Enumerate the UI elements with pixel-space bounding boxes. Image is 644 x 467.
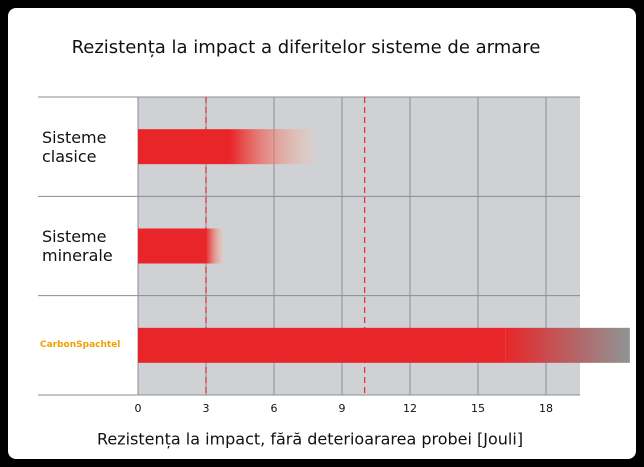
bar (138, 228, 206, 264)
chart-title: Rezistența la impact a diferitelor siste… (72, 37, 541, 58)
x-tick-label: 0 (135, 402, 142, 415)
bar (138, 129, 231, 165)
x-tick-label: 9 (339, 402, 346, 415)
category-label: CarbonSpachtel (40, 340, 121, 351)
x-axis-label: Rezistența la impact, fără deterioararea… (97, 430, 523, 449)
category-label: Sisteme minerale (42, 227, 113, 265)
x-tick-label: 6 (271, 402, 278, 415)
x-tick-label: 3 (203, 402, 210, 415)
category-label: Sisteme clasice (42, 127, 107, 166)
x-tick-label: 12 (403, 402, 417, 415)
bar-range (206, 228, 225, 264)
x-tick-label: 18 (539, 402, 553, 415)
bar-range (505, 327, 630, 363)
x-tick-label: 15 (471, 402, 485, 415)
bar (138, 327, 506, 363)
bar-range (230, 129, 315, 165)
